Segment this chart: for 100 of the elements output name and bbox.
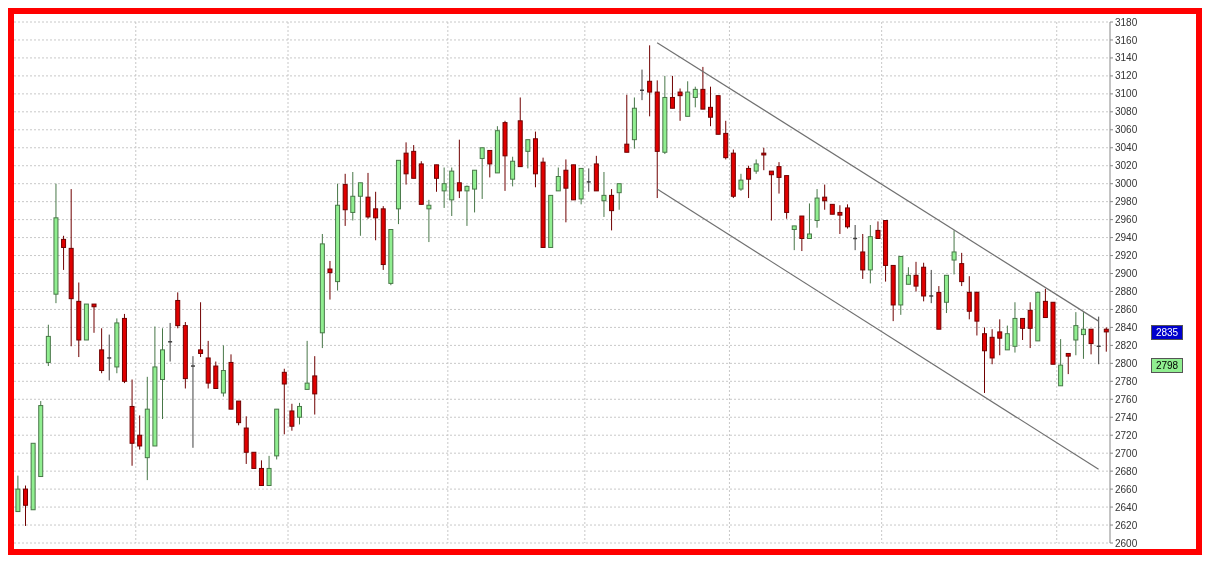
candlestick (959, 252, 965, 287)
candlestick (913, 261, 919, 292)
candlestick (61, 235, 67, 271)
y-tick-label: 2920 (1115, 250, 1138, 262)
candlestick (99, 327, 105, 374)
candlestick (472, 169, 478, 213)
candlestick (997, 318, 1003, 356)
y-tick-label: 2740 (1115, 411, 1138, 423)
candlestick (609, 188, 615, 231)
text: 2798 (1151, 358, 1183, 373)
candlestick (624, 94, 630, 153)
candlestick (304, 340, 310, 390)
candlestick (1042, 288, 1048, 319)
candlestick (692, 86, 698, 108)
y-tick-label: 2960 (1115, 214, 1138, 226)
y-tick-label: 3120 (1115, 70, 1138, 82)
candlestick (91, 303, 97, 334)
candlestick (966, 275, 972, 320)
y-tick-label: 2660 (1115, 483, 1138, 495)
y-tick-label: 2620 (1115, 519, 1138, 531)
candlestick (875, 220, 881, 239)
candlestick (220, 344, 226, 398)
candlestick (806, 202, 812, 239)
candlestick (373, 191, 379, 241)
candlestick (1073, 311, 1079, 356)
candlestick (236, 400, 242, 426)
candlestick (708, 86, 714, 127)
y-tick-label: 2760 (1115, 393, 1138, 405)
y-tick-label: 3140 (1115, 52, 1138, 64)
candlestick (563, 158, 569, 223)
y-tick-label: 2800 (1115, 357, 1138, 369)
candlestick (585, 167, 592, 193)
text: 2835 (1151, 325, 1183, 340)
candlestick (989, 328, 995, 365)
candlestick (167, 322, 173, 363)
candlestick (647, 44, 653, 117)
y-tick-label: 2820 (1115, 339, 1138, 351)
candlestick (289, 403, 295, 432)
candlestick (1088, 328, 1094, 355)
candlestick (266, 455, 272, 487)
y-tick-label: 3040 (1115, 142, 1138, 154)
candlestick (464, 184, 470, 227)
candlestick (487, 149, 493, 178)
candlestick (357, 182, 363, 237)
candlestick (799, 215, 805, 252)
candlestick (951, 229, 957, 275)
y-tick-label: 2780 (1115, 375, 1138, 387)
candlestick (403, 141, 409, 186)
y-tick-label: 2980 (1115, 196, 1138, 208)
candlestick (791, 225, 797, 251)
candlestick (761, 147, 767, 171)
candlestick (601, 171, 607, 218)
candlestick (198, 301, 204, 358)
candlestick (982, 326, 988, 394)
candlestick (441, 167, 447, 209)
candlestick (768, 170, 774, 222)
candlestick (510, 156, 516, 187)
candlestick (677, 87, 683, 122)
candlestick (479, 147, 485, 200)
candlestick (23, 485, 29, 527)
y-tick-label: 2880 (1115, 286, 1138, 298)
y-tick-label: 3000 (1115, 178, 1138, 190)
y-tick-label: 3080 (1115, 106, 1138, 118)
candlestick (137, 414, 143, 451)
y-tick-label: 2720 (1115, 429, 1138, 441)
y-tick-label: 3180 (1115, 16, 1138, 28)
candlestick (456, 139, 462, 199)
y-tick-label: 2860 (1115, 304, 1138, 315)
candlestick (555, 167, 561, 192)
candlestick (1004, 325, 1010, 351)
candlestick (928, 269, 934, 304)
candlestick (1065, 352, 1071, 375)
candlestick (327, 260, 333, 301)
candlestick (15, 475, 21, 513)
candlestick (845, 203, 851, 230)
candlestick (434, 164, 440, 193)
candlestick (525, 139, 531, 169)
candlestick (822, 184, 828, 211)
candlestick (190, 355, 196, 449)
candlestick (746, 165, 752, 199)
candlestick (1020, 317, 1026, 341)
candlestick (860, 233, 866, 280)
y-tick-label: 3060 (1115, 124, 1138, 136)
candlestick (616, 183, 622, 211)
y-tick-label: 2900 (1115, 268, 1138, 280)
candlestick (297, 402, 303, 425)
candlestick (1027, 301, 1033, 349)
candlestick (426, 199, 432, 243)
candlestick (837, 204, 843, 235)
candlestick (213, 361, 219, 389)
candlestick (312, 355, 318, 416)
y-tick-label: 3160 (1115, 34, 1138, 46)
y-tick-label: 2600 (1115, 537, 1138, 549)
candlestick (106, 334, 112, 381)
y-tick-label: 3100 (1115, 88, 1138, 100)
y-tick-label: 2840 (1115, 321, 1138, 333)
candlestick (258, 459, 264, 487)
candlestick (814, 188, 820, 229)
candlestick (700, 66, 706, 110)
y-tick-label: 2940 (1115, 232, 1138, 244)
